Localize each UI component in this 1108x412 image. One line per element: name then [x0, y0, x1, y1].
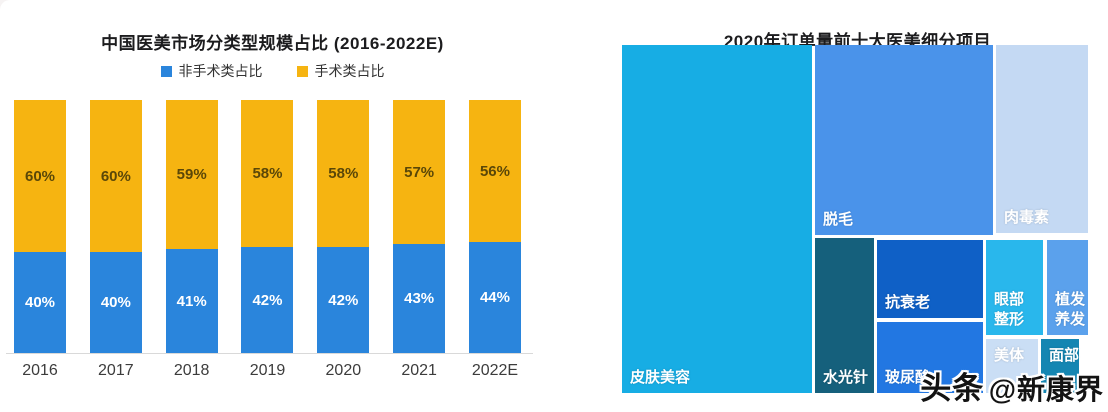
- bar-chart-title: 中国医美市场分类型规模占比 (2016-2022E): [101, 34, 444, 54]
- bar-segment-non-surgical: 44%: [468, 242, 521, 353]
- legend-swatch-surgical-icon: [296, 65, 308, 77]
- treemap-cell-label: 皮肤美容: [630, 368, 691, 386]
- x-axis-label: 2017: [98, 362, 134, 379]
- treemap-cell-label: 水光针: [823, 368, 869, 386]
- treemap-cell: 眼部 整形: [986, 240, 1043, 335]
- legend-label-non-surgical: 非手术类占比: [178, 63, 263, 79]
- treemap-cell-label: 美体: [994, 347, 1025, 364]
- bar-segment-non-surgical: 40%: [14, 252, 66, 353]
- x-axis-label: 2018: [173, 362, 210, 379]
- legend-item-non-surgical: 非手术类占比: [160, 61, 263, 81]
- bar-chart-legend: 非手术类占比 手术类占比: [0, 61, 545, 81]
- bar-segment-non-surgical: 42%: [317, 247, 370, 353]
- x-axis-label: 2020: [325, 362, 362, 379]
- bar-plot-area: 60% 40% 2016 60% 40% 2017 59% 41% 2018 58% 42% 2019…: [0, 100, 560, 400]
- treemap-cell: 玻尿酸: [877, 322, 983, 393]
- treemap-cell: 肉毒素: [996, 45, 1088, 233]
- bar-segment-surgical: 60%: [14, 100, 66, 252]
- watermark-brand: 头条: [920, 371, 985, 406]
- watermark-handle: @新康界: [988, 374, 1104, 405]
- bar-segment-non-surgical: 41%: [165, 249, 218, 353]
- bar-segment-non-surgical: 40%: [89, 252, 142, 353]
- treemap-cell-label: 抗衰老: [885, 293, 931, 311]
- bar-segment-surgical: 58%: [317, 100, 370, 247]
- bar-segment-non-surgical: 43%: [393, 244, 446, 353]
- treemap-cell: 皮肤美容: [622, 45, 812, 393]
- x-axis-label: 2021: [401, 362, 437, 379]
- treemap-cell-label: 面部: [1049, 347, 1080, 364]
- x-axis-label: 2016: [22, 362, 58, 379]
- bar-segment-non-surgical: 42%: [241, 247, 294, 353]
- treemap-cell: 植发 养发: [1047, 240, 1088, 335]
- treemap-cell: 脱毛: [815, 45, 993, 235]
- treemap-cell-label: 肉毒素: [1004, 208, 1050, 226]
- treemap-plot-area: 皮肤美容 脱毛 肉毒素水光针 抗衰老玻尿酸 眼部 整形 植发 养发美体 面部: [622, 45, 1089, 393]
- legend-label-surgical: 手术类占比: [314, 63, 385, 79]
- treemap-cell-label: 脱毛: [823, 210, 854, 228]
- x-axis-label: 2022E: [471, 362, 519, 379]
- bar-segment-surgical: 58%: [241, 100, 294, 247]
- watermark: 头条 @新康界: [920, 363, 1104, 408]
- bar-segment-surgical: 57%: [393, 100, 446, 244]
- bar-segment-surgical: 56%: [468, 100, 521, 242]
- treemap-cell: 抗衰老: [877, 240, 983, 318]
- treemap-cell: 美体: [986, 339, 1038, 393]
- treemap-cell: 水光针: [815, 238, 874, 393]
- legend-swatch-non-surgical-icon: [160, 65, 172, 77]
- treemap-cell-label: 眼部 整形: [994, 291, 1025, 328]
- legend-item-surgical: 手术类占比: [296, 61, 385, 81]
- treemap-cell-label: 植发 养发: [1055, 291, 1086, 328]
- x-axis-label: 2019: [249, 362, 286, 379]
- bar-segment-surgical: 59%: [165, 100, 218, 249]
- x-axis-line: [6, 353, 533, 354]
- treemap-cell-label: 玻尿酸: [885, 368, 931, 386]
- bar-segment-surgical: 60%: [89, 100, 142, 252]
- treemap-cell: 面部: [1041, 339, 1079, 393]
